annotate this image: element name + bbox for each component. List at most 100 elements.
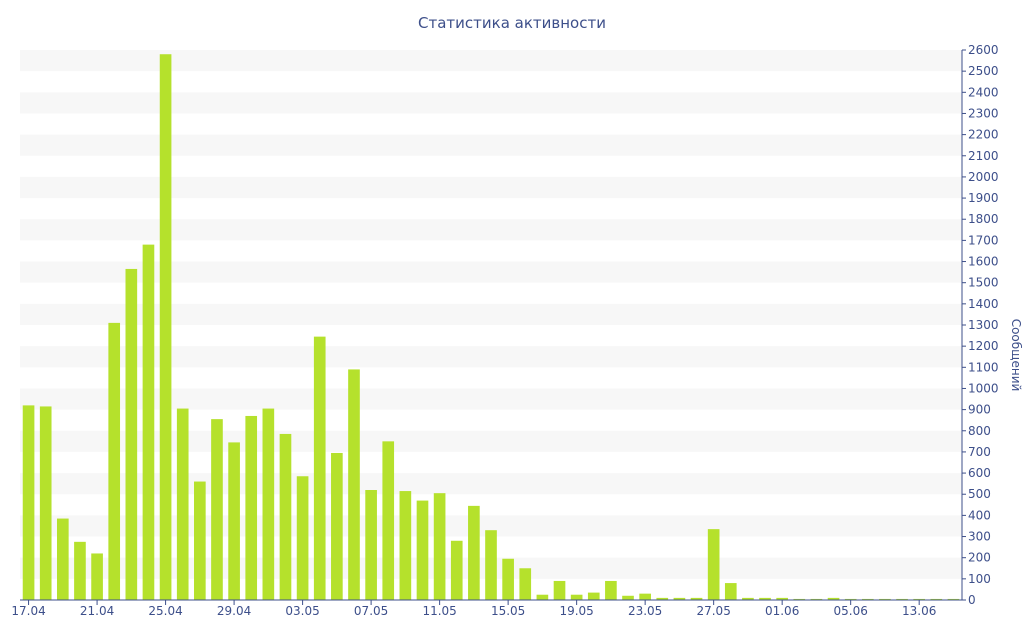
chart-title: Статистика активности (418, 14, 606, 32)
bar (605, 580, 617, 600)
y-tick-label: 300 (968, 530, 991, 544)
x-tick-label: 25.04 (148, 604, 182, 618)
y-tick-label: 700 (968, 445, 991, 459)
bar (211, 419, 223, 600)
grid-band (20, 261, 962, 283)
bar (468, 505, 480, 600)
y-tick-label: 1300 (968, 318, 999, 332)
bar (879, 598, 891, 600)
bar (416, 500, 429, 600)
x-tick-label: 03.05 (285, 604, 319, 618)
y-tick-label: 2200 (968, 128, 999, 142)
y-tick-label: 0 (968, 593, 976, 607)
y-tick-label: 2500 (968, 64, 999, 78)
y-tick-label: 1500 (968, 276, 999, 290)
bar (176, 408, 189, 600)
bar (896, 598, 908, 600)
bar (553, 580, 566, 600)
y-axis-label: Сообщений (1009, 319, 1023, 392)
bar (296, 476, 309, 600)
bar (365, 490, 377, 600)
x-tick-label: 23.05 (628, 604, 662, 618)
bar (673, 597, 686, 600)
grid-band (20, 303, 962, 325)
x-tick-label: 11.05 (422, 604, 456, 618)
bar (125, 268, 138, 600)
x-tick-label: 29.04 (217, 604, 251, 618)
bar (142, 244, 155, 600)
bar (313, 336, 326, 600)
y-tick-label: 1100 (968, 360, 999, 374)
y-axis-ticks: 0 100 200 300 400 500 600 700 800 900 1000 1100 1200… (962, 43, 999, 607)
grid-bands (20, 50, 962, 579)
bar (228, 442, 240, 600)
y-tick-label: 1600 (968, 255, 999, 269)
grid-band (20, 388, 962, 410)
bar (724, 583, 737, 600)
bar (536, 594, 549, 600)
y-tick-label: 1700 (968, 233, 999, 247)
bar (587, 592, 600, 600)
bar (485, 530, 497, 600)
grid-band (20, 134, 962, 156)
bar (810, 598, 823, 600)
x-tick-label: 17.04 (11, 604, 45, 618)
bar (39, 406, 52, 600)
bar (331, 452, 343, 600)
bar (793, 598, 806, 600)
y-tick-label: 2400 (968, 85, 999, 99)
x-tick-label: 07.05 (354, 604, 388, 618)
y-tick-label: 100 (968, 572, 991, 586)
x-tick-label: 13.06 (902, 604, 936, 618)
bar (433, 493, 446, 600)
bar (690, 597, 703, 600)
bar (861, 598, 874, 600)
grid-band (20, 346, 962, 368)
x-tick-label: 05.06 (833, 604, 867, 618)
bar (194, 481, 206, 600)
bar (502, 558, 514, 600)
y-tick-label: 400 (968, 508, 991, 522)
bar (279, 433, 292, 600)
grid-band (20, 50, 962, 72)
y-tick-label: 1900 (968, 191, 999, 205)
y-tick-label: 500 (968, 487, 991, 501)
bar (827, 597, 840, 600)
bar (913, 598, 926, 600)
bar (91, 553, 103, 600)
y-tick-label: 1200 (968, 339, 999, 353)
x-tick-label: 19.05 (559, 604, 593, 618)
bar (947, 598, 960, 600)
y-tick-label: 600 (968, 466, 991, 480)
x-tick-label: 15.05 (491, 604, 525, 618)
bar (844, 598, 857, 600)
bar (245, 415, 258, 600)
bar (930, 598, 943, 600)
y-tick-label: 1800 (968, 212, 999, 226)
bar (759, 597, 771, 600)
grid-band (20, 176, 962, 199)
bar (622, 595, 634, 600)
bar (22, 405, 35, 600)
x-tick-label: 21.04 (80, 604, 114, 618)
bar (74, 541, 86, 600)
bar (399, 491, 412, 600)
bar (348, 369, 360, 600)
y-tick-label: 1400 (968, 297, 999, 311)
y-tick-label: 900 (968, 403, 991, 417)
bar-series (22, 54, 960, 601)
y-tick-label: 1000 (968, 381, 999, 395)
x-axis-ticks: 17.04 21.04 25.04 29.04 03.05 07.05 11.05 15.05… (11, 600, 936, 618)
bar (159, 54, 172, 601)
bar (570, 594, 583, 600)
bar (382, 441, 395, 600)
y-tick-label: 200 (968, 551, 991, 565)
bar (56, 518, 69, 600)
y-tick-label: 2600 (968, 43, 999, 57)
x-tick-label: 27.05 (696, 604, 730, 618)
bar (776, 597, 788, 600)
bar (108, 322, 121, 600)
y-tick-label: 800 (968, 424, 991, 438)
grid-band (20, 92, 962, 114)
